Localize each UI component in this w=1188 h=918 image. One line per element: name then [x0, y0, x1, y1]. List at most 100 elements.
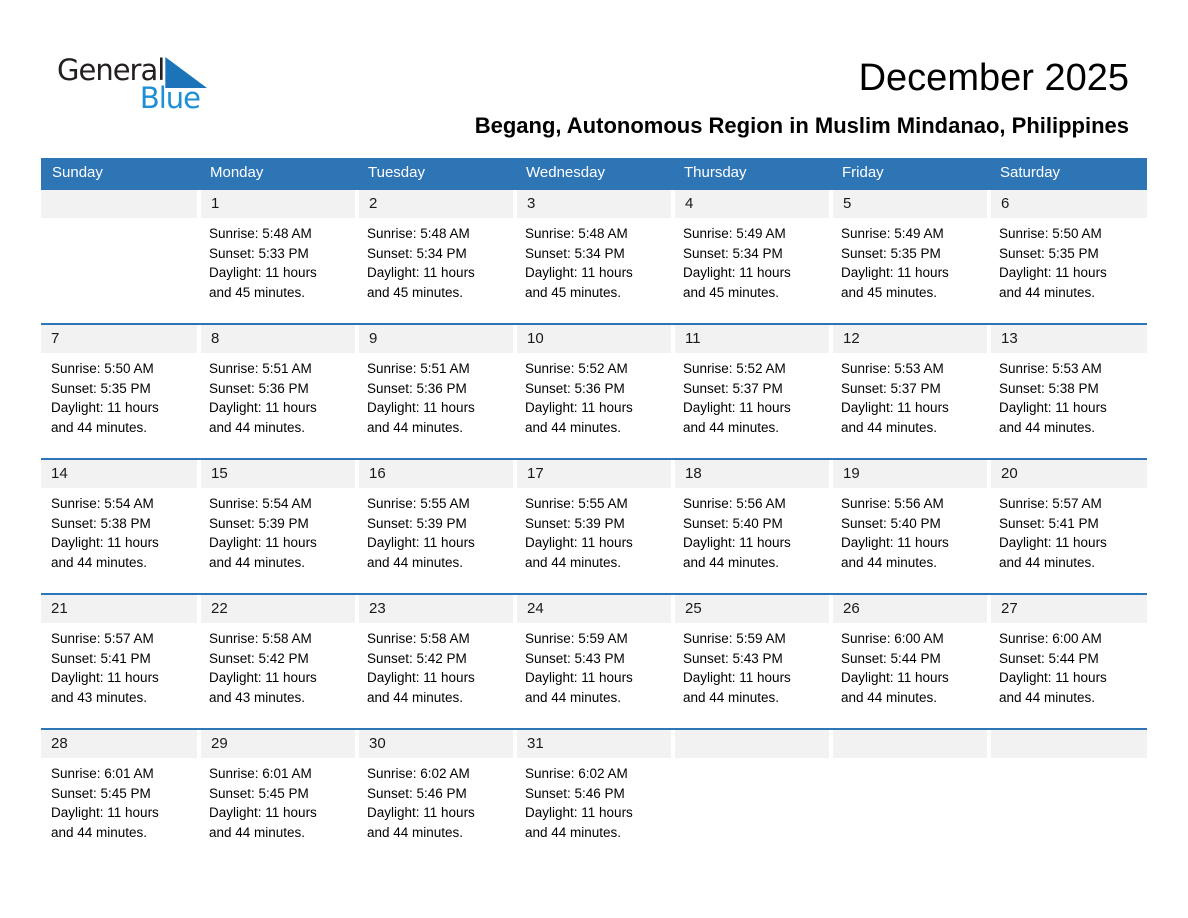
- day-detail-line: Sunset: 5:39 PM: [525, 515, 625, 531]
- day-detail-line: Daylight: 11 hours: [209, 670, 317, 685]
- day-detail-line: and 44 minutes.: [683, 689, 780, 705]
- day-detail-line: and 44 minutes.: [209, 419, 306, 435]
- day-number: 8: [201, 325, 355, 353]
- day-detail-line: Daylight: 11 hours: [209, 400, 317, 415]
- weekday-header-sunday: Sunday: [52, 164, 103, 181]
- day-detail-line: Sunset: 5:44 PM: [999, 650, 1099, 666]
- day-detail-line: and 44 minutes.: [841, 419, 938, 435]
- day-detail-line: Sunrise: 6:01 AM: [51, 766, 154, 781]
- day-number: 18: [675, 460, 829, 488]
- day-detail-line: and 45 minutes.: [841, 284, 938, 300]
- day-detail-line: Sunrise: 5:50 AM: [999, 226, 1102, 241]
- day-details: Sunrise: 6:00 AM Sunset: 5:44 PM Daylight:…: [989, 623, 1147, 707]
- day-details: [831, 758, 989, 764]
- day-number: 14: [41, 460, 197, 488]
- day-cell-21: 21 Sunrise: 5:57 AM Sunset: 5:41 PM Dayligh…: [41, 595, 199, 728]
- day-detail-line: Daylight: 11 hours: [367, 265, 475, 280]
- day-details: Sunrise: 5:52 AM Sunset: 5:37 PM Daylight:…: [673, 353, 831, 437]
- day-cell-3: 3 Sunrise: 5:48 AM Sunset: 5:34 PM Daylight…: [515, 190, 673, 323]
- logo-text-general: General: [57, 53, 165, 87]
- day-detail-line: and 44 minutes.: [999, 419, 1096, 435]
- day-details: Sunrise: 5:48 AM Sunset: 5:34 PM Daylight:…: [515, 218, 673, 302]
- day-detail-line: Daylight: 11 hours: [683, 265, 791, 280]
- day-detail-line: Sunrise: 6:02 AM: [525, 766, 628, 781]
- day-cell-12: 12 Sunrise: 5:53 AM Sunset: 5:37 PM Dayligh…: [831, 325, 989, 458]
- day-detail-line: and 44 minutes.: [51, 419, 148, 435]
- day-detail-line: Daylight: 11 hours: [999, 265, 1107, 280]
- empty-day-cell: [41, 190, 199, 323]
- day-number: 27: [991, 595, 1147, 623]
- day-detail-line: and 43 minutes.: [209, 689, 306, 705]
- day-detail-line: Sunrise: 5:59 AM: [525, 631, 628, 646]
- day-detail-line: Sunset: 5:41 PM: [51, 650, 151, 666]
- day-number: 16: [359, 460, 513, 488]
- day-number: 30: [359, 730, 513, 758]
- day-cell-11: 11 Sunrise: 5:52 AM Sunset: 5:37 PM Dayligh…: [673, 325, 831, 458]
- day-details: Sunrise: 6:01 AM Sunset: 5:45 PM Daylight:…: [199, 758, 357, 842]
- day-number: 21: [41, 595, 197, 623]
- day-number: 5: [833, 190, 987, 218]
- day-number: 28: [41, 730, 197, 758]
- day-cell-6: 6 Sunrise: 5:50 AM Sunset: 5:35 PM Daylight…: [989, 190, 1147, 323]
- day-details: Sunrise: 5:53 AM Sunset: 5:38 PM Daylight:…: [989, 353, 1147, 437]
- day-detail-line: Sunset: 5:34 PM: [525, 245, 625, 261]
- calendar-table: Sunday Monday Tuesday Wednesday Thursday Frid…: [41, 158, 1147, 863]
- day-detail-line: Sunrise: 5:48 AM: [525, 226, 628, 241]
- day-details: Sunrise: 5:54 AM Sunset: 5:38 PM Daylight:…: [41, 488, 199, 572]
- day-detail-line: Daylight: 11 hours: [51, 805, 159, 820]
- day-details: Sunrise: 5:59 AM Sunset: 5:43 PM Daylight:…: [673, 623, 831, 707]
- day-detail-line: Sunset: 5:43 PM: [525, 650, 625, 666]
- day-detail-line: Daylight: 11 hours: [841, 265, 949, 280]
- day-cell-29: 29 Sunrise: 6:01 AM Sunset: 5:45 PM Dayligh…: [199, 730, 357, 863]
- day-details: Sunrise: 5:59 AM Sunset: 5:43 PM Daylight:…: [515, 623, 673, 707]
- day-detail-line: and 45 minutes.: [209, 284, 306, 300]
- day-details: Sunrise: 5:53 AM Sunset: 5:37 PM Daylight:…: [831, 353, 989, 437]
- day-detail-line: Sunset: 5:35 PM: [51, 380, 151, 396]
- day-details: Sunrise: 5:57 AM Sunset: 5:41 PM Daylight:…: [989, 488, 1147, 572]
- day-cell-13: 13 Sunrise: 5:53 AM Sunset: 5:38 PM Dayligh…: [989, 325, 1147, 458]
- day-number: 4: [675, 190, 829, 218]
- day-detail-line: Sunset: 5:36 PM: [209, 380, 309, 396]
- day-number: 29: [201, 730, 355, 758]
- day-detail-line: Sunset: 5:42 PM: [209, 650, 309, 666]
- general-blue-logo: General Blue: [57, 56, 207, 113]
- day-detail-line: Sunset: 5:45 PM: [209, 785, 309, 801]
- day-cell-5: 5 Sunrise: 5:49 AM Sunset: 5:35 PM Daylight…: [831, 190, 989, 323]
- day-detail-line: and 45 minutes.: [525, 284, 622, 300]
- day-number: 20: [991, 460, 1147, 488]
- day-detail-line: Sunrise: 5:51 AM: [367, 361, 470, 376]
- day-detail-line: and 44 minutes.: [367, 824, 464, 840]
- week-row: 7 Sunrise: 5:50 AM Sunset: 5:35 PM Daylight…: [41, 323, 1147, 458]
- page-header: General Blue December 2025 Begang, Auton…: [41, 0, 1147, 158]
- day-number: 6: [991, 190, 1147, 218]
- day-cell-16: 16 Sunrise: 5:55 AM Sunset: 5:39 PM Dayligh…: [357, 460, 515, 593]
- day-detail-line: Sunset: 5:40 PM: [683, 515, 783, 531]
- day-cell-15: 15 Sunrise: 5:54 AM Sunset: 5:39 PM Dayligh…: [199, 460, 357, 593]
- day-detail-line: Daylight: 11 hours: [367, 670, 475, 685]
- day-detail-line: Sunrise: 5:59 AM: [683, 631, 786, 646]
- day-number: 2: [359, 190, 513, 218]
- day-detail-line: Sunrise: 5:56 AM: [683, 496, 786, 511]
- day-details: [673, 758, 831, 764]
- day-detail-line: and 44 minutes.: [999, 689, 1096, 705]
- day-detail-line: Daylight: 11 hours: [999, 400, 1107, 415]
- day-cell-8: 8 Sunrise: 5:51 AM Sunset: 5:36 PM Daylight…: [199, 325, 357, 458]
- day-details: Sunrise: 5:50 AM Sunset: 5:35 PM Daylight:…: [989, 218, 1147, 302]
- day-detail-line: Sunset: 5:40 PM: [841, 515, 941, 531]
- day-detail-line: Sunset: 5:34 PM: [683, 245, 783, 261]
- day-detail-line: Daylight: 11 hours: [367, 535, 475, 550]
- day-cell-26: 26 Sunrise: 6:00 AM Sunset: 5:44 PM Dayligh…: [831, 595, 989, 728]
- day-detail-line: Sunrise: 5:54 AM: [51, 496, 154, 511]
- day-detail-line: Sunset: 5:37 PM: [683, 380, 783, 396]
- day-detail-line: Sunset: 5:33 PM: [209, 245, 309, 261]
- day-detail-line: Sunrise: 6:00 AM: [841, 631, 944, 646]
- day-number: 11: [675, 325, 829, 353]
- day-details: Sunrise: 5:55 AM Sunset: 5:39 PM Daylight:…: [515, 488, 673, 572]
- day-detail-line: Sunrise: 5:52 AM: [525, 361, 628, 376]
- day-detail-line: Daylight: 11 hours: [841, 670, 949, 685]
- day-details: Sunrise: 5:51 AM Sunset: 5:36 PM Daylight:…: [357, 353, 515, 437]
- day-number: 22: [201, 595, 355, 623]
- day-number: 3: [517, 190, 671, 218]
- day-number: [675, 730, 829, 758]
- day-detail-line: Sunrise: 5:57 AM: [51, 631, 154, 646]
